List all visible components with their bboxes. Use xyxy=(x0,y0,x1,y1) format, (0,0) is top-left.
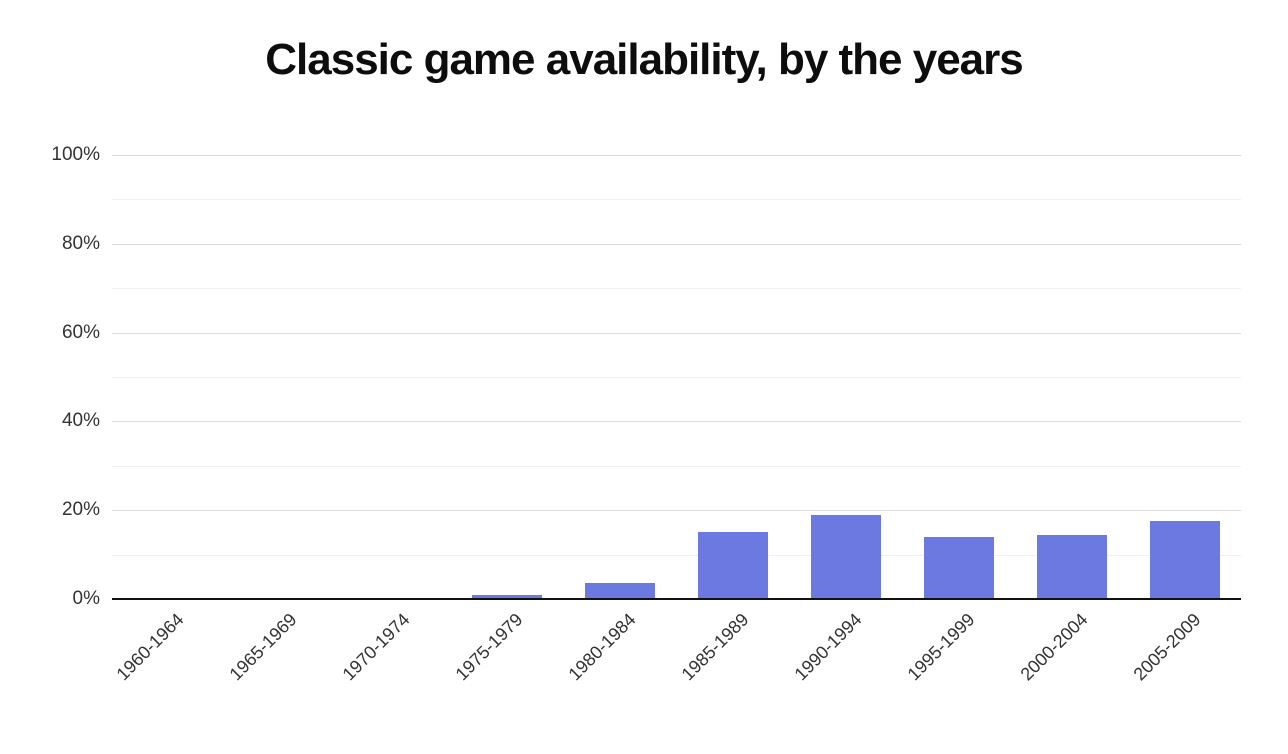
bar-2005-2009 xyxy=(1150,521,1220,599)
y-tick-label: 100% xyxy=(51,144,100,165)
x-tick-label: 1970-1974 xyxy=(338,609,414,685)
gridline-major xyxy=(112,155,1241,156)
bar-1985-1989 xyxy=(698,532,768,599)
x-tick-label: 2005-2009 xyxy=(1129,609,1205,685)
x-tick-label: 1995-1999 xyxy=(903,609,979,685)
x-tick-label: 1960-1964 xyxy=(112,609,188,685)
x-tick-label: 2000-2004 xyxy=(1016,609,1092,685)
gridline-major xyxy=(112,244,1241,245)
y-tick-label: 80% xyxy=(61,233,100,254)
gridline-major xyxy=(112,510,1241,511)
gridline-major xyxy=(112,421,1241,422)
x-tick-label: 1965-1969 xyxy=(225,609,301,685)
chart-title: Classic game availability, by the years xyxy=(265,35,1024,84)
gridline-minor xyxy=(112,199,1241,200)
gridline-minor xyxy=(112,466,1241,467)
gridline-minor xyxy=(112,377,1241,378)
bar-chart-plot-area: 0% 20% 40% 60% 80% 100% 1960-1964 1965-1969 1970… xyxy=(51,145,1241,684)
bar-1980-1984 xyxy=(585,583,655,599)
gridline-minor xyxy=(112,288,1241,289)
bar-2000-2004 xyxy=(1037,535,1107,599)
bar-1995-1999 xyxy=(924,537,994,599)
gridline-major xyxy=(112,333,1241,334)
y-tick-label: 60% xyxy=(61,322,100,343)
bar-1975-1979 xyxy=(472,595,542,599)
y-tick-label: 20% xyxy=(61,499,100,520)
x-axis-line xyxy=(112,598,1241,600)
y-tick-label: 0% xyxy=(72,588,100,609)
x-tick-label: 1980-1984 xyxy=(564,609,640,685)
x-tick-label: 1985-1989 xyxy=(677,609,753,685)
y-tick-label: 40% xyxy=(61,410,100,431)
gridline-minor xyxy=(112,555,1241,556)
bar-1990-1994 xyxy=(811,515,881,599)
x-tick-label: 1975-1979 xyxy=(451,609,527,685)
x-tick-label: 1990-1994 xyxy=(790,609,866,685)
